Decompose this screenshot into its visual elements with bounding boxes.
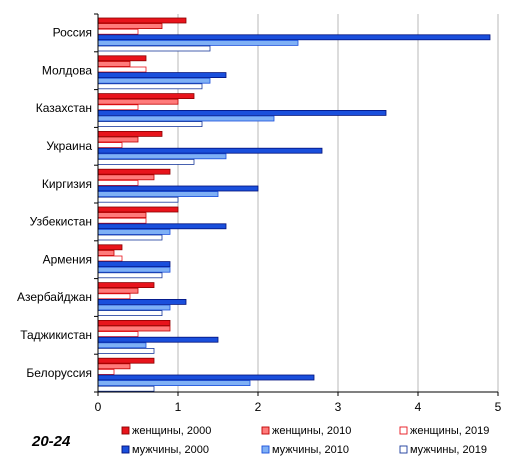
category-label: Узбекистан	[30, 215, 92, 229]
bar	[97, 357, 155, 364]
legend-label: женщины, 2019	[410, 425, 489, 437]
bar	[97, 45, 211, 52]
bar	[97, 266, 171, 273]
bar	[97, 319, 171, 326]
bar	[97, 325, 171, 332]
bar	[97, 310, 163, 317]
bar	[97, 212, 147, 219]
bar	[97, 121, 203, 127]
bar	[97, 380, 251, 387]
bar	[97, 374, 315, 381]
bar	[97, 55, 147, 62]
x-tick-label: 5	[495, 400, 502, 414]
bar	[97, 342, 147, 349]
bar	[97, 293, 131, 300]
legend-swatch	[121, 426, 130, 435]
legend-swatch	[399, 445, 408, 454]
legend-swatch	[121, 445, 130, 454]
bar	[97, 23, 163, 30]
bar	[97, 142, 123, 149]
bar	[97, 130, 163, 137]
bar	[97, 98, 179, 105]
bar	[97, 249, 115, 256]
bar	[97, 174, 155, 181]
bar	[97, 298, 187, 305]
x-tick-labels: 0 1 2 3 4 5	[95, 400, 502, 414]
bar	[97, 287, 139, 294]
legend-label: женщины, 2010	[272, 425, 351, 437]
x-tick-label: 0	[95, 400, 102, 414]
bar	[97, 153, 227, 160]
bar	[97, 217, 147, 224]
legend-label: женщины, 2000	[132, 425, 211, 437]
bar	[97, 272, 163, 279]
category-label: Казахстан	[36, 101, 92, 115]
category-label: Таджикистан	[20, 328, 92, 342]
corner-label: 20-24	[32, 433, 71, 450]
x-tick-label: 4	[415, 400, 422, 414]
x-tick-label: 2	[255, 400, 262, 414]
axes	[94, 13, 499, 396]
bar	[97, 93, 195, 99]
legend-label: мужчины, 2019	[410, 444, 487, 456]
category-label: Молдова	[42, 63, 92, 77]
bar	[97, 77, 211, 84]
category-labels: Россия Молдова Казахстан Украина Киргизия Узб…	[17, 26, 92, 380]
legend-label: мужчины, 2010	[272, 444, 349, 456]
bar	[97, 255, 123, 262]
bar	[97, 191, 219, 198]
bar	[97, 34, 491, 41]
bar	[97, 385, 155, 392]
bar	[97, 83, 203, 90]
category-label: Азербайджан	[17, 290, 92, 304]
bar	[97, 17, 187, 24]
category-label: Украина	[46, 139, 92, 153]
bar	[97, 115, 275, 122]
category-label: Белоруссия	[26, 366, 92, 380]
bar	[97, 104, 139, 111]
bar	[97, 136, 139, 143]
bar	[97, 261, 171, 268]
x-tick-label: 3	[335, 400, 342, 414]
legend-swatch	[261, 426, 270, 435]
legend-label: мужчины, 2000	[132, 444, 209, 456]
bar	[97, 363, 131, 370]
legend: женщины, 2000 женщины, 2010 женщины, 2019 м…	[121, 425, 489, 456]
bar	[97, 66, 147, 73]
category-label: Армения	[43, 252, 92, 266]
legend-swatch	[399, 426, 408, 435]
bar	[97, 110, 387, 116]
bar	[97, 196, 179, 203]
bar	[97, 28, 139, 35]
bar	[97, 40, 299, 46]
bar	[97, 61, 131, 67]
bar	[97, 347, 155, 354]
bars	[97, 17, 491, 392]
bar	[97, 228, 171, 235]
bar	[97, 336, 219, 343]
bar	[97, 331, 139, 338]
bar	[97, 234, 163, 241]
category-label: Россия	[53, 26, 92, 40]
bar	[97, 368, 115, 375]
bar	[97, 168, 171, 175]
bar	[97, 223, 227, 230]
legend-swatch	[261, 445, 270, 454]
category-label: Киргизия	[42, 177, 92, 191]
bar	[97, 206, 179, 213]
x-tick-label: 1	[175, 400, 182, 414]
bar	[97, 158, 195, 165]
bar	[97, 282, 155, 289]
bar	[97, 72, 227, 78]
gridlines	[177, 14, 499, 392]
bar	[97, 147, 323, 154]
bar	[97, 304, 171, 311]
bar	[97, 179, 139, 186]
bar	[97, 244, 123, 251]
bar	[97, 185, 259, 192]
